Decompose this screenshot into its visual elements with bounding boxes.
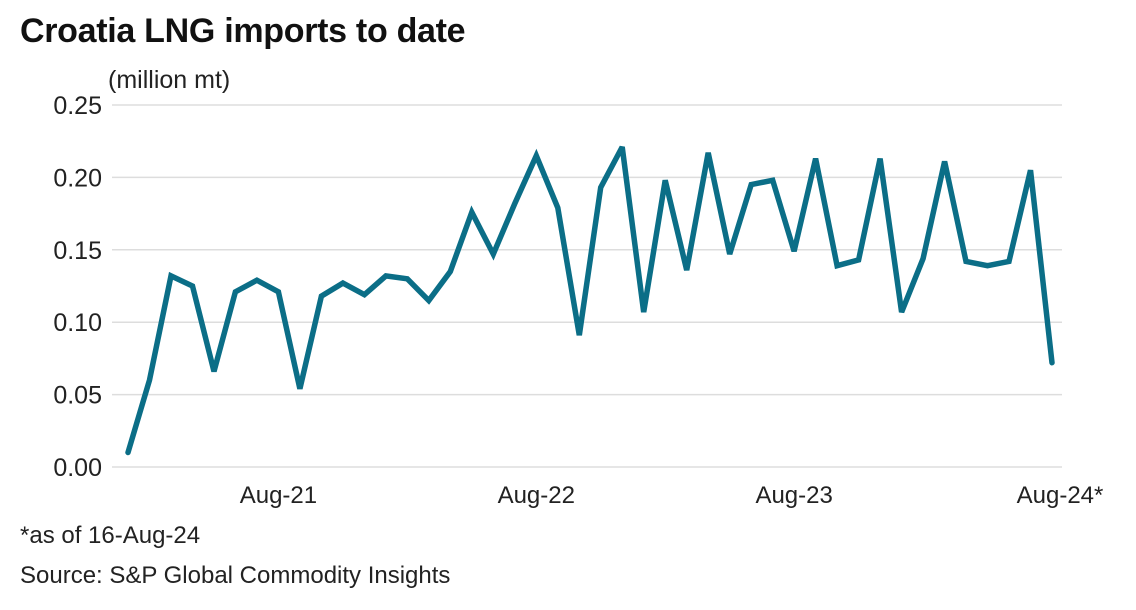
y-tick-label: 0.20 <box>53 164 102 192</box>
y-tick-label: 0.15 <box>53 237 102 265</box>
x-tick-label: Aug-23 <box>755 482 832 509</box>
y-tick-label: 0.25 <box>53 92 102 120</box>
series-layer <box>125 145 1055 456</box>
series-line <box>125 145 1055 456</box>
source-note: Source: S&P Global Commodity Insights <box>20 562 451 589</box>
y-tick-label: 0.10 <box>53 309 102 337</box>
footnote: *as of 16-Aug-24 <box>20 522 201 549</box>
y-tick-label: 0.05 <box>53 382 102 410</box>
y-tick-label: 0.00 <box>53 454 102 482</box>
x-tick-label: Aug-22 <box>498 482 575 509</box>
chart-title: Croatia LNG imports to date <box>20 12 466 50</box>
x-tick-label: Aug-21 <box>240 482 317 509</box>
y-axis-ticks: 0.00 0.05 0.10 0.15 0.20 0.25 <box>53 92 102 482</box>
y-axis-unit-label: (million mt) <box>108 66 231 94</box>
gridlines <box>112 104 1062 468</box>
x-tick-label: Aug-24* <box>1017 482 1104 509</box>
x-axis-ticks: Aug-21 Aug-22 Aug-23 Aug-24* <box>240 482 1104 509</box>
